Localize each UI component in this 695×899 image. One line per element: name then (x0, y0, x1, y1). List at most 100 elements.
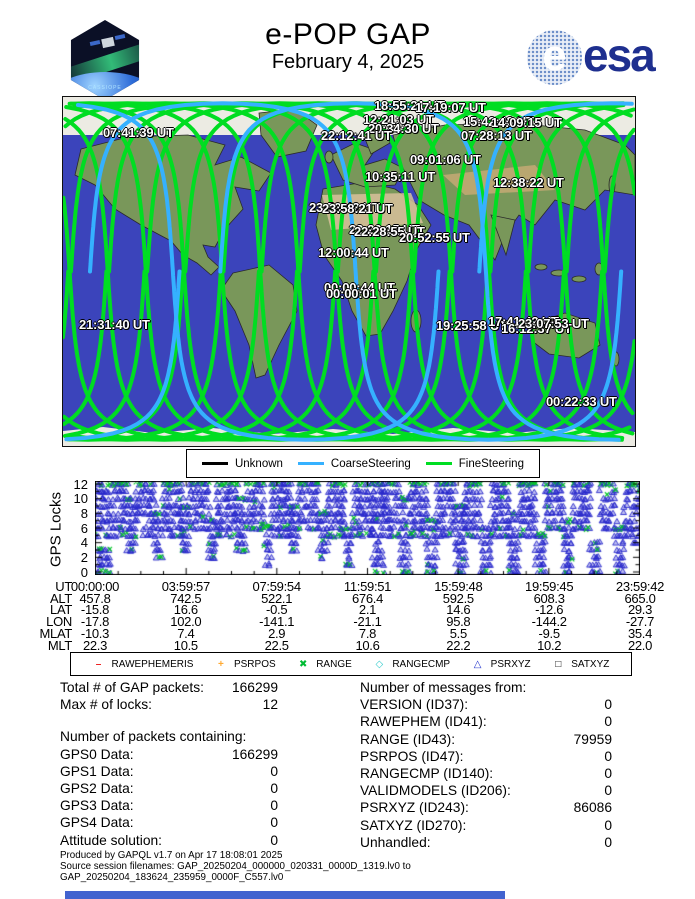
stat-row: RANGE (ID43): 79959 (360, 732, 612, 749)
steering-legend: Unknown CoarseSteering FineSteering (186, 449, 540, 478)
marker-legend-item: △ PSRXYZ (472, 659, 531, 670)
ground-track-finesteering (67, 101, 490, 442)
ground-track-coarsesteering (75, 103, 441, 442)
axis-value: 742.5 (170, 590, 202, 606)
legend-marker-glyph: – (95, 658, 102, 670)
axis-data-table: UT 00:00:00 03:59:57 07:59:54 11:59:51 15:59:… (0, 579, 695, 653)
stat-value: 86086 (573, 800, 612, 816)
cassiope-mission-patch: CASSIOPE (67, 16, 143, 104)
axis-value: 5.5 (449, 625, 467, 641)
stat-value: 0 (604, 817, 612, 833)
stat-row: GPS1 Data: 0 (60, 764, 278, 781)
map-time-label: 15:42:48 UT (463, 114, 534, 129)
page-title: e-POP GAP (265, 18, 431, 51)
spacer (60, 714, 278, 729)
axis-value: 35.4 (627, 625, 653, 641)
stat-value: 0 (270, 763, 278, 779)
axis-value: -9.5 (538, 625, 561, 641)
y-tick-label: 10 (73, 491, 88, 507)
legend-label: RAWEPHEMERIS (111, 658, 194, 670)
satellite-icon (101, 36, 115, 49)
map-time-label: 21:31:40 UT (79, 317, 150, 332)
legend-label: FineSteering (458, 457, 524, 470)
stat-row: Unhandled: 0 (360, 835, 612, 852)
axis-row-label: ALT (50, 590, 72, 606)
esa-logo: e esa (527, 29, 656, 88)
map-time-label: 22:26:15 UT (349, 222, 420, 237)
axis-value: 22.0 (627, 637, 653, 653)
ground-track-finesteering (602, 127, 635, 274)
marker-legend-item: – RAWEPHEMERIS (93, 659, 194, 670)
ground-tracks-layer (63, 101, 635, 442)
axis-value: -27.7 (625, 614, 655, 630)
axis-row-label: LAT (50, 602, 72, 618)
satellite-panel-icon (114, 34, 126, 40)
stat-label: PSRPOS (ID47): (360, 748, 464, 764)
axis-value: 102.0 (170, 614, 202, 630)
map-time-label: 00:00:01 UT (326, 286, 397, 301)
map-time-label: 18:55:21 UT (374, 98, 445, 113)
legend-label: PSRXYZ (490, 658, 531, 670)
stat-label: RAWEPHEM (ID41): (360, 714, 487, 730)
stat-row: GPS2 Data: 0 (60, 781, 278, 798)
marker-legend: – RAWEPHEMERIS + PSRPOS ✖ RANGE ◇ RANGECMP △ PSRX… (70, 652, 632, 676)
axis-value: -141.1 (259, 614, 295, 630)
india (490, 214, 516, 257)
legend-marker-glyph: + (218, 658, 224, 670)
map-time-label: 22:12:41 UT (321, 128, 392, 143)
produced-by-line: Produced by GAPQL v1.7 on Apr 17 18:08:0… (60, 850, 283, 861)
patch-label: CASSIOPE (88, 85, 122, 91)
axis-value: 95.8 (446, 614, 471, 630)
stat-label: GPS2 Data: (60, 780, 134, 796)
stat-row: Max # of locks: 12 (60, 697, 278, 714)
axis-value: 23:59:42 (615, 579, 665, 594)
stat-row: PSRPOS (ID47): 0 (360, 749, 612, 766)
footer-notes: Produced by GAPQL v1.7 on Apr 17 18:08:0… (60, 850, 411, 883)
ground-track-finesteering (63, 269, 109, 426)
ground-track-finesteering (297, 101, 635, 436)
source-files-line-2: GAP_20250204_183624_235959_0000F_C557.lv… (60, 871, 284, 883)
stat-value: 0 (270, 780, 278, 796)
stat-value: 0 (604, 748, 612, 764)
map-time-label: 12:38:22 UT (493, 175, 564, 190)
legend-marker-glyph: □ (555, 658, 562, 670)
axis-value: 457.8 (79, 590, 111, 606)
esa-globe-icon: e (527, 30, 582, 85)
stats-left-column: Total # of GAP packets: 166299 Max # of lo… (60, 680, 278, 850)
island (534, 263, 548, 271)
ground-track-finesteering (69, 101, 452, 442)
axis-row-label: UT (55, 579, 72, 594)
axis-value: 7.4 (177, 625, 195, 641)
stat-value: 0 (604, 714, 612, 730)
stat-value: 166299 (231, 746, 278, 762)
stat-label: GPS1 Data: (60, 763, 134, 779)
stat-value: 0 (270, 832, 278, 848)
axis-value: 2.9 (268, 625, 286, 641)
ground-track-finesteering (183, 101, 624, 442)
legend-label: CoarseSteering (330, 457, 411, 470)
map-time-label: 07:28:13 UT (461, 128, 532, 143)
stat-row: PSRXYZ (ID243): 86086 (360, 800, 612, 817)
map-time-label: 17:19:07 UT (415, 100, 486, 115)
ground-track-coarsesteering (477, 101, 634, 274)
ground-track-coarsesteering (218, 101, 621, 442)
stat-row: Total # of GAP packets: 166299 (60, 680, 278, 697)
stat-row: SATXYZ (ID270): 0 (360, 818, 612, 835)
stat-label: PSRXYZ (ID243): (360, 800, 469, 816)
stat-label: Attitude solution: (60, 832, 163, 848)
ground-track-finesteering (488, 101, 626, 274)
marker-legend-item: + PSRPOS (215, 659, 276, 670)
legend-label: Unknown (234, 457, 283, 470)
axis-value: 22.5 (264, 637, 289, 653)
ground-track-finesteering (67, 269, 185, 442)
map-time-label: 00:00:44 UT (324, 280, 395, 295)
ground-track-finesteering (64, 105, 414, 442)
steering-legend-item: CoarseSteering (297, 457, 411, 470)
stat-label: Total # of GAP packets: (60, 680, 204, 695)
ground-track-finesteering (66, 269, 223, 442)
stat-value: 0 (604, 697, 612, 713)
axis-value: 15:59:48 (434, 579, 483, 594)
stat-label: VERSION (ID37): (360, 697, 469, 713)
steering-legend-item: Unknown (201, 457, 283, 470)
